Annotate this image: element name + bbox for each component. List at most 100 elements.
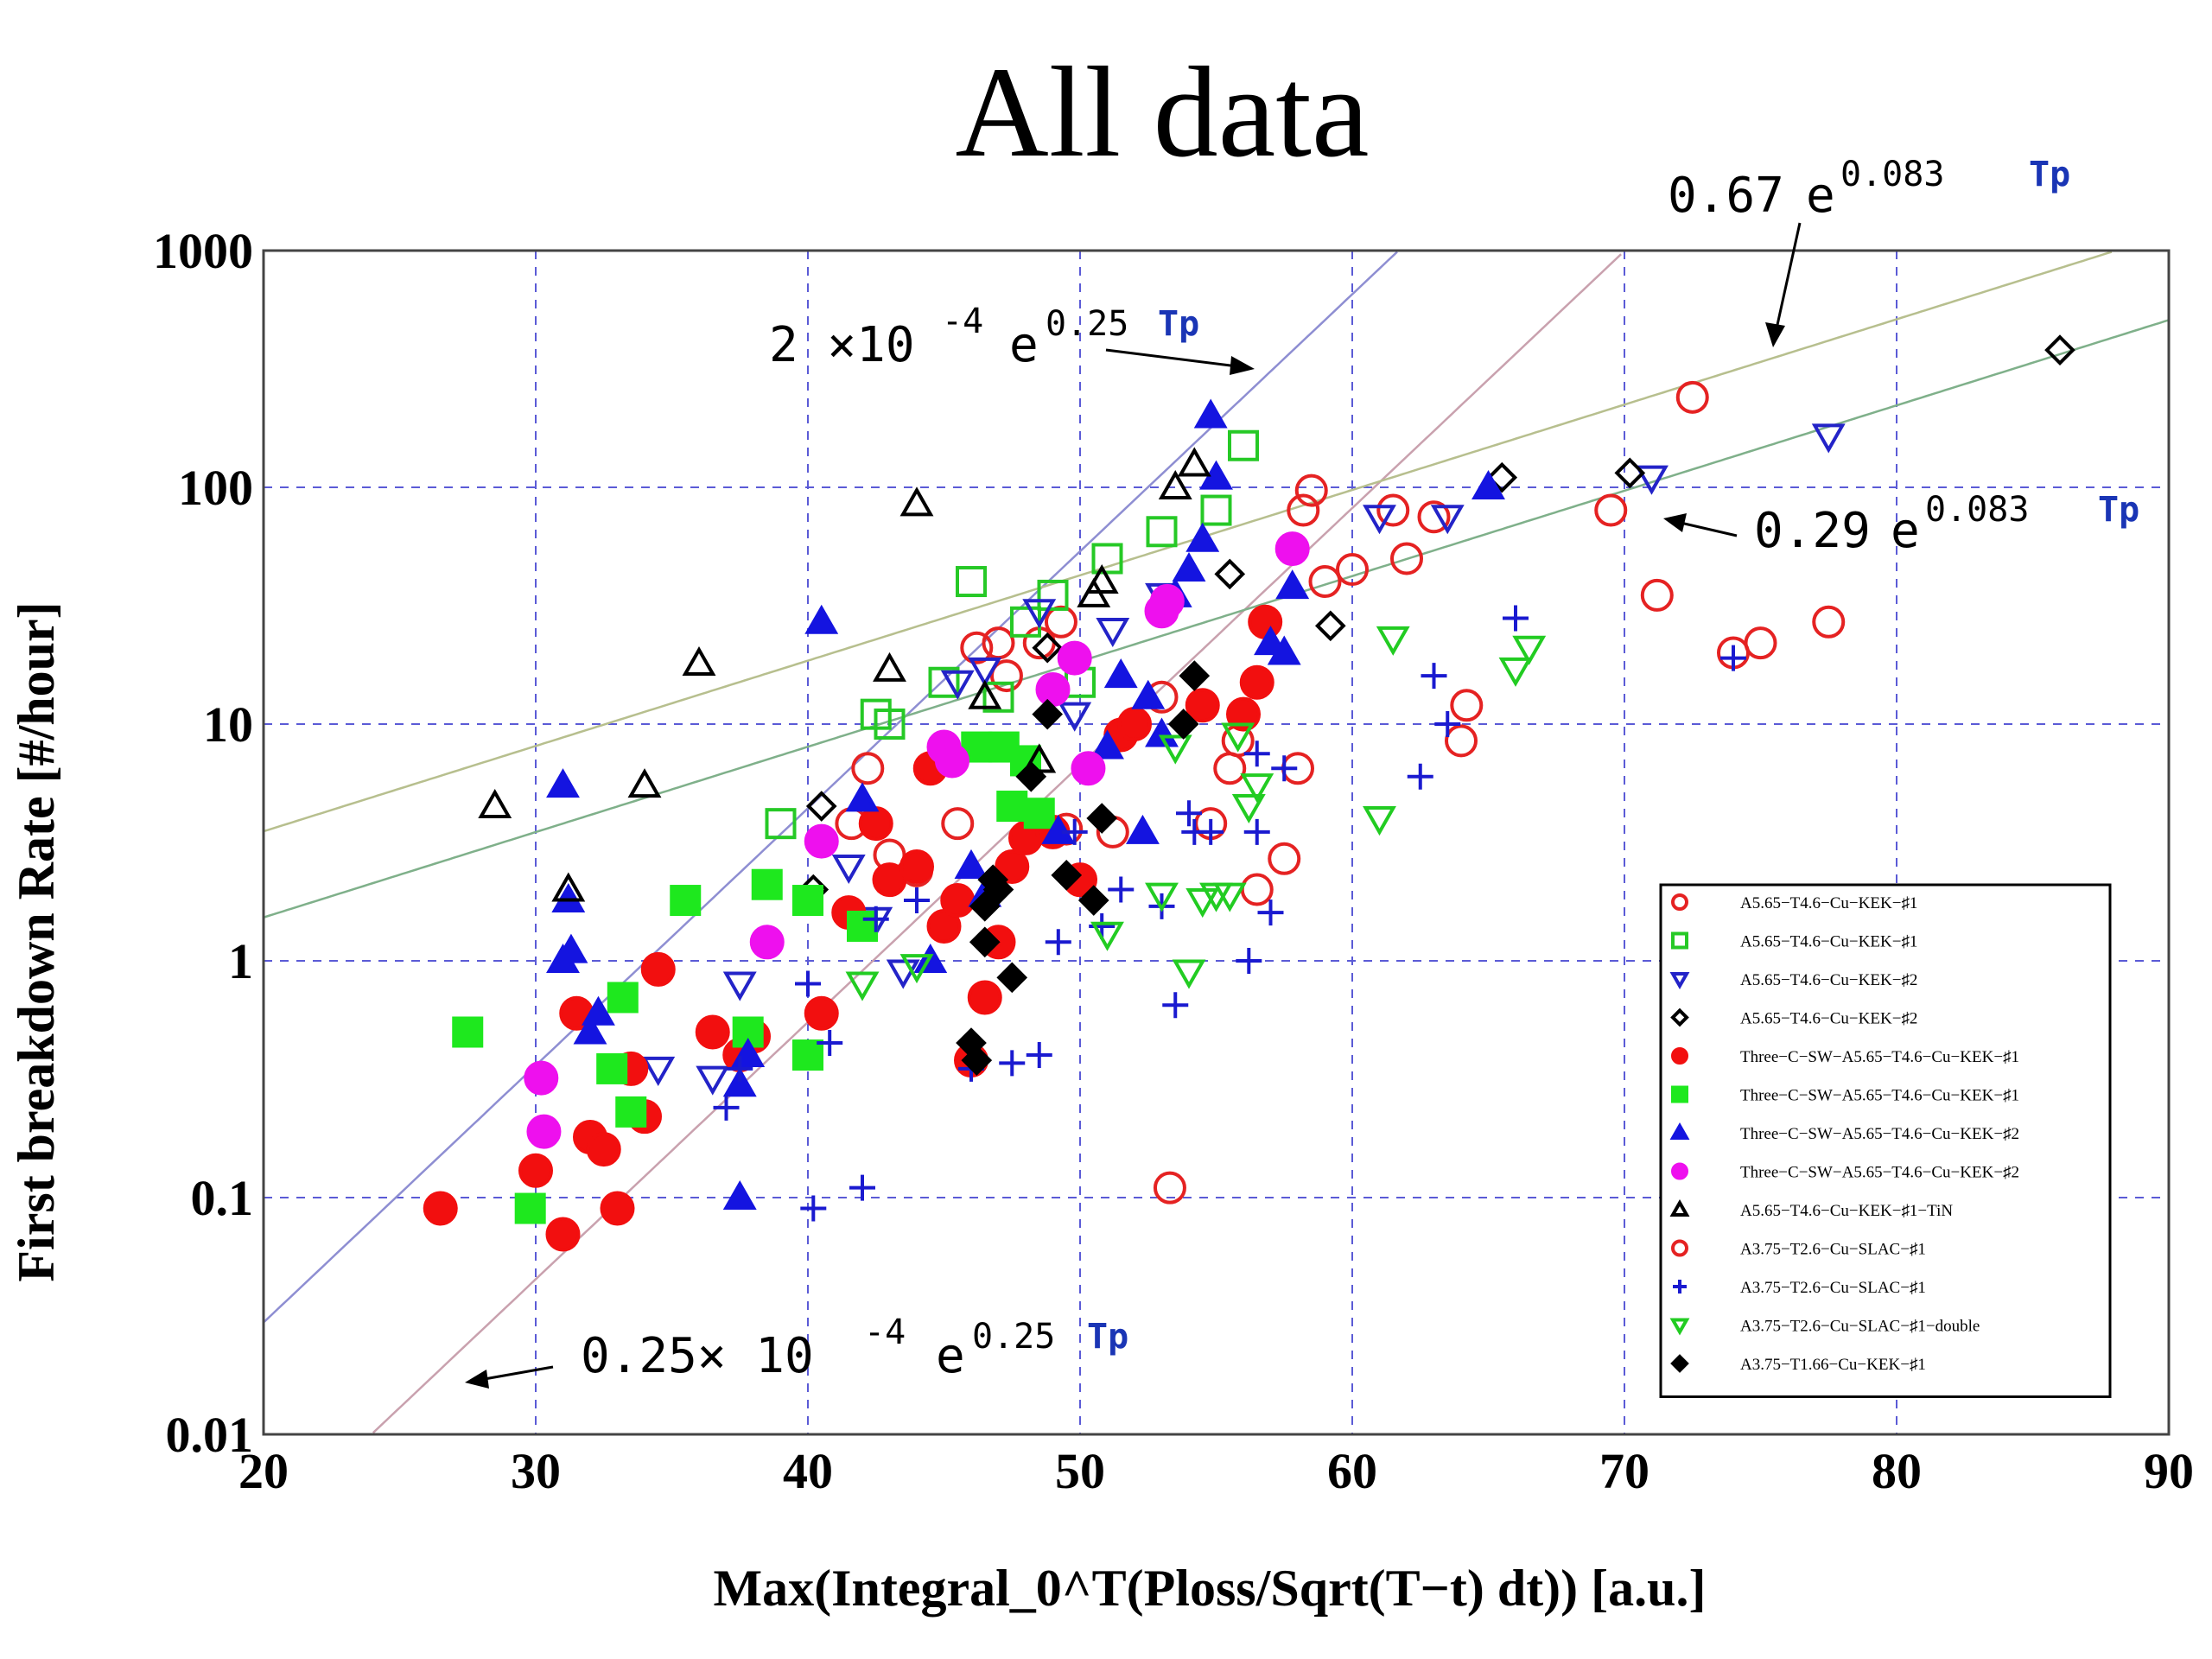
data-point [1248,604,1283,639]
annotation-fit-1: 2 ×10 -4 e 0.25 Tp [769,302,1255,375]
legend-label: A3.75−T2.6−Cu−SLAC−♯1 [1740,1241,1926,1259]
data-point [524,1060,559,1096]
data-point [1640,578,1674,612]
data-point [1185,522,1220,552]
data-point [554,933,588,963]
data-point [1268,842,1301,875]
data-point [1126,814,1160,844]
data-point [940,670,975,700]
annotation-4-rate: 0.083 [1925,490,2029,530]
tick-labels: 20 30 40 50 60 70 80 90 0.01 0.1 1 10 100 1000 [153,223,2194,1499]
fit-line [263,319,2170,918]
data-point [1421,663,1447,690]
legend-marker [1669,1198,1690,1217]
data-point [1176,800,1202,827]
annotation-2-e: e [936,1328,965,1384]
data-point [1045,929,1071,956]
data-point [526,1114,562,1149]
x-tick-label: 60 [1327,1443,1377,1499]
data-point [941,807,975,841]
data-point [1177,447,1211,477]
data-point [1162,992,1189,1019]
annotation-1-arrowhead [1230,356,1255,375]
data-point [1200,494,1232,526]
legend-label: Three−C−SW−A5.65−T4.6−Cu−KEK−♯2 [1740,1164,2019,1182]
legend-label: Three−C−SW−A5.65−T4.6−Cu−KEK−♯2 [1740,1125,2019,1143]
x-tick-label: 80 [1872,1443,1922,1499]
data-point [934,743,969,779]
data-point [1026,1042,1052,1069]
data-point [1037,579,1069,611]
data-point [1503,605,1529,632]
data-point [1274,531,1310,567]
data-point [1179,660,1211,691]
data-point [996,962,1028,994]
data-point [423,1191,458,1226]
data-point [1417,500,1451,534]
data-point [1023,798,1055,830]
data-point [795,970,821,997]
data-point [1239,664,1274,700]
series-12 [845,626,1547,1001]
annotation-1-exp: -4 [942,302,983,341]
data-point [873,652,906,682]
series-1 [835,380,1846,1205]
data-point [874,709,906,740]
fit-lines [263,251,2170,1434]
annotation-2-arrow [479,1365,554,1382]
data-point [1212,882,1247,912]
data-point [641,1056,676,1086]
data-point [1153,1171,1186,1205]
legend-label: A5.65−T4.6−Cu−KEK−♯1 [1740,933,1917,951]
chart-title: All data [955,41,1369,184]
data-point [817,1030,843,1057]
data-point [804,995,839,1031]
annotation-4-arrow [1680,521,1738,537]
data-point [904,887,930,914]
data-point [582,995,615,1026]
data-point [1390,542,1423,575]
legend: A5.65−T4.6−Cu−KEK−♯1 A5.65−T4.6−Cu−KEK−♯1… [1659,883,2112,1398]
data-point [999,1050,1026,1077]
data-point [1314,610,1346,642]
plot-frame [262,249,2171,1436]
data-point [1445,724,1478,758]
y-tick-label: 10 [203,696,253,753]
data-point [851,752,885,785]
series-13 [956,660,1211,1076]
data-point [2044,334,2075,365]
data-point [804,823,839,859]
annotation-2-exp: -4 [864,1313,906,1352]
data-point [1044,605,1077,639]
data-point [1434,711,1461,737]
data-point [956,566,987,598]
data-point [727,1055,753,1082]
legend-marker [1673,1280,1687,1294]
data-point [1071,751,1106,786]
data-point [696,1065,730,1096]
data-points [423,334,2075,1252]
data-point [1090,729,1124,760]
data-point [1096,617,1130,647]
data-point [995,849,1030,884]
legend-marker [1669,1122,1690,1140]
data-point [573,1014,607,1045]
data-point [1032,632,1064,664]
data-point [1051,860,1083,891]
data-point [1090,921,1124,951]
legend-marker [1669,972,1690,990]
annotation-fit-2: 0.25× 10 -4 e 0.25 Tp [465,1313,1128,1389]
data-point [1117,707,1152,741]
data-point [804,604,839,634]
data-point [546,768,580,798]
data-point [1146,516,1178,548]
annotation-2-arrowhead [465,1370,489,1389]
fit-line [263,251,2113,833]
annotation-4-arrowhead [1663,513,1687,532]
legend-marker [1670,1354,1689,1373]
data-point [1145,882,1179,912]
legend-marker [1671,931,1688,950]
data-point [1091,543,1123,575]
data-point [899,954,934,984]
legend-label: A3.75−T2.6−Cu−SLAC−♯1−double [1740,1318,1980,1336]
